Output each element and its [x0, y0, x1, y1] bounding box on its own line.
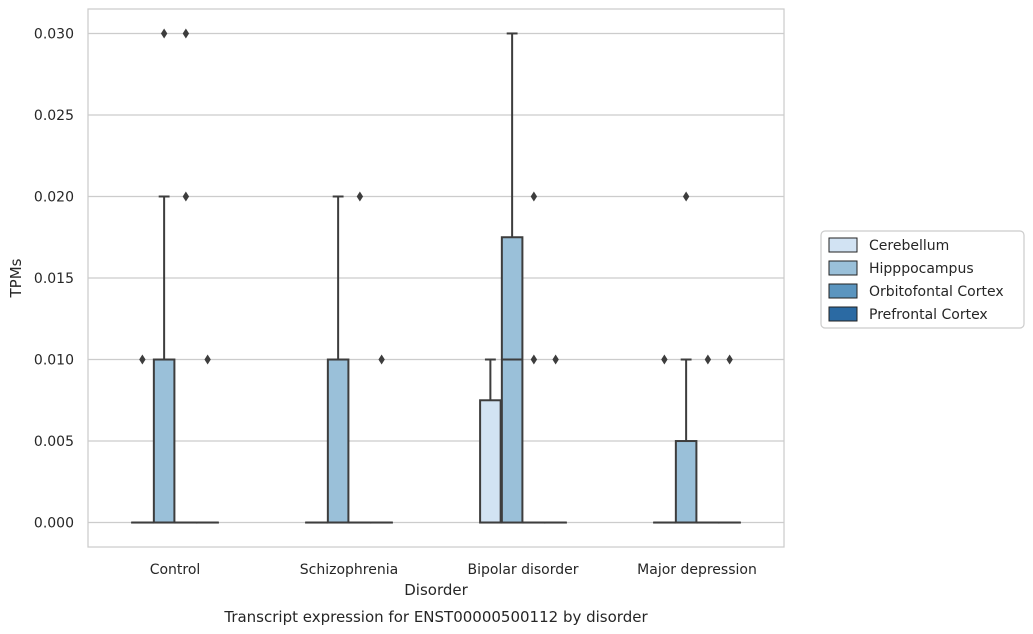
outlier-point: [704, 354, 712, 365]
legend-label: Orbitofontal Cortex: [869, 284, 1004, 300]
plot-area-frame: [87, 8, 785, 548]
y-tick-label: 0.025: [34, 108, 74, 124]
outlier-point: [378, 354, 385, 365]
box-body: [674, 440, 698, 524]
y-tick-label: 0.015: [34, 271, 74, 287]
box: [370, 354, 393, 524]
box: [174, 28, 198, 524]
box: [348, 191, 372, 524]
x-tick-label: Bipolar disorder: [467, 562, 578, 578]
legend-frame: [820, 230, 1025, 329]
box: [152, 28, 176, 524]
outlier-point: [160, 28, 168, 39]
y-axis-ticks: 0.000 0.005 0.010 0.015 0.020 0.025 0.030: [34, 26, 74, 531]
box-body: [326, 358, 350, 524]
x-axis-title: Disorder: [404, 581, 468, 599]
legend: Cerebellum Hipppocampus Orbitofontal Corte…: [820, 230, 1025, 329]
y-tick-label: 0.005: [34, 434, 74, 450]
box: [326, 195, 350, 524]
x-tick-label: Schizophrenia: [300, 562, 398, 578]
y-tick-label: 0.010: [34, 353, 74, 369]
x-axis-ticks: Control Schizophrenia Bipolar disorder Majo…: [150, 562, 757, 578]
box: [522, 191, 546, 524]
outlier-point: [530, 354, 538, 365]
outlier-point: [139, 354, 146, 365]
y-tick-label: 0.000: [34, 516, 74, 532]
box-series: [131, 28, 741, 524]
box: [500, 32, 524, 524]
series-cerebellum: [131, 354, 676, 524]
legend-swatch: [828, 283, 858, 299]
series-hipppocampus: [152, 28, 698, 524]
outlier-point: [530, 191, 538, 202]
outlier-point: [552, 354, 559, 365]
outlier-point: [661, 354, 668, 365]
outlier-point: [182, 28, 190, 39]
x-tick-label: Control: [150, 562, 201, 578]
legend-label: Prefrontal Cortex: [869, 307, 988, 323]
gridlines: [88, 32, 784, 524]
box: [653, 354, 676, 524]
legend-swatch: [828, 260, 858, 276]
box-body: [479, 399, 502, 524]
outlier-point: [204, 354, 211, 365]
box: [131, 354, 154, 524]
outlier-point: [682, 191, 690, 202]
outlier-point: [182, 191, 190, 202]
legend-swatch: [828, 306, 858, 322]
box: [544, 354, 567, 524]
outlier-point: [726, 354, 733, 365]
legend-label: Hipppocampus: [869, 261, 974, 277]
y-tick-label: 0.030: [34, 26, 74, 42]
chart-caption: Transcript expression for ENST0000050011…: [223, 608, 648, 626]
box: [718, 354, 741, 524]
y-tick-label: 0.020: [34, 189, 74, 205]
x-tick-label: Major depression: [637, 562, 757, 578]
box: [479, 358, 502, 524]
series-orbitofontal-cortex: [174, 28, 720, 524]
outlier-point: [356, 191, 364, 202]
box-body: [500, 236, 524, 524]
y-axis-title: TPMs: [7, 258, 25, 298]
box-body: [152, 358, 176, 524]
series-prefrontal-cortex: [196, 354, 741, 524]
box: [196, 354, 219, 524]
box: [674, 191, 698, 524]
legend-label: Cerebellum: [869, 238, 949, 254]
legend-swatch: [828, 237, 858, 253]
box: [696, 354, 720, 524]
